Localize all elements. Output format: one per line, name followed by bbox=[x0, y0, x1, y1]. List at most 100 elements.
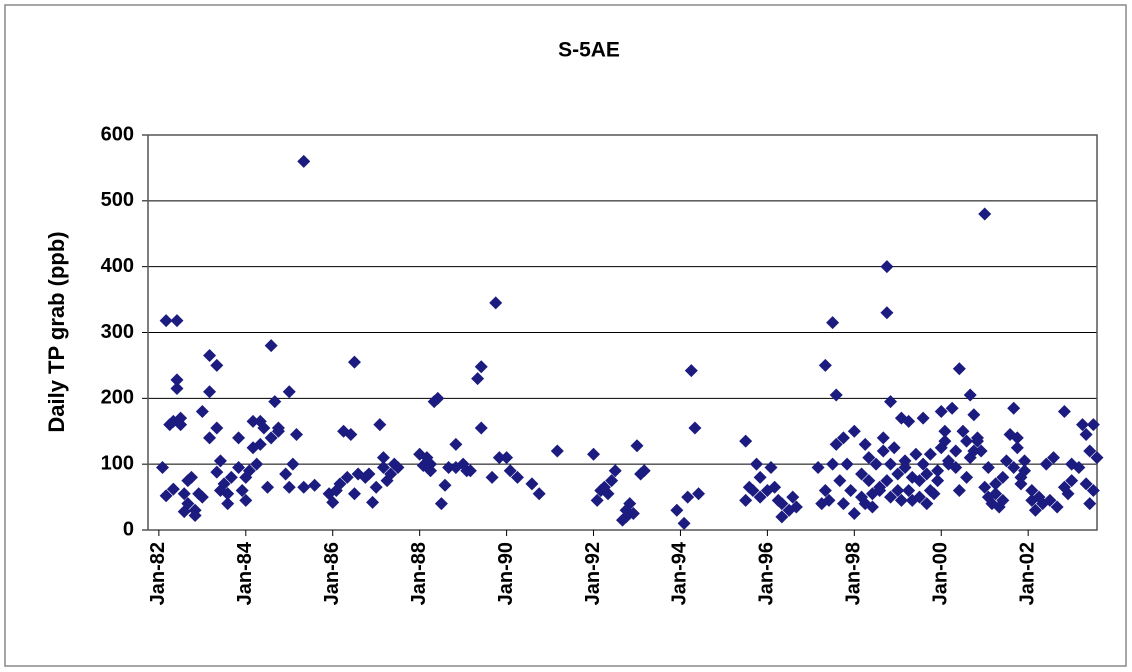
scatter-point bbox=[1007, 460, 1021, 474]
scatter-point bbox=[210, 465, 224, 479]
scatter-point bbox=[213, 454, 227, 468]
scatter-point bbox=[235, 484, 249, 497]
scatter-point bbox=[250, 457, 264, 471]
x-tick-label: Jan-00 bbox=[930, 542, 952, 605]
scatter-point bbox=[261, 480, 275, 494]
scatter-point bbox=[931, 474, 945, 488]
scatter-point bbox=[829, 437, 843, 451]
scatter-point bbox=[195, 490, 209, 504]
scatter-point bbox=[1028, 503, 1042, 517]
scatter-point bbox=[177, 487, 191, 501]
scatter-point bbox=[786, 490, 800, 504]
scatter-point bbox=[876, 444, 890, 458]
scatter-point bbox=[242, 464, 256, 478]
scatter-point bbox=[884, 395, 898, 409]
scatter-point bbox=[1076, 418, 1090, 432]
scatter-point bbox=[822, 493, 836, 507]
scatter-point bbox=[913, 490, 927, 504]
y-axis-label: Daily TP grab (ppb) bbox=[44, 231, 69, 432]
scatter-point bbox=[967, 444, 981, 458]
scatter-point bbox=[1083, 444, 1097, 458]
scatter-point bbox=[340, 470, 354, 484]
x-tick-label: Jan-94 bbox=[669, 541, 691, 605]
scatter-point bbox=[847, 424, 861, 438]
scatter-point bbox=[974, 444, 988, 458]
y-tick-label: 600 bbox=[101, 123, 134, 145]
scatter-point bbox=[873, 480, 887, 494]
scatter-point bbox=[746, 484, 760, 497]
scatter-point bbox=[500, 451, 514, 465]
scatter-point bbox=[232, 460, 246, 474]
scatter-point bbox=[960, 470, 974, 484]
scatter-point bbox=[865, 500, 879, 514]
x-tick-label: Jan-02 bbox=[1016, 542, 1038, 605]
scatter-point bbox=[898, 460, 912, 474]
scatter-point bbox=[264, 431, 278, 445]
scatter-point bbox=[1086, 418, 1100, 432]
scatter-point bbox=[630, 439, 644, 453]
scatter-point bbox=[232, 431, 246, 445]
x-tick-label: Jan-84 bbox=[234, 541, 256, 605]
scatter-point bbox=[1010, 431, 1024, 445]
scatter-point bbox=[188, 509, 202, 523]
scatter-point bbox=[510, 470, 524, 484]
scatter-point bbox=[688, 421, 702, 435]
scatter-point bbox=[1057, 405, 1071, 418]
scatter-point bbox=[424, 457, 438, 471]
plot-area bbox=[147, 134, 1098, 531]
scatter-point bbox=[438, 478, 452, 492]
scatter-point bbox=[195, 405, 209, 418]
x-tick-label: Jan-92 bbox=[582, 542, 604, 605]
scatter-point bbox=[279, 467, 293, 481]
scatter-point bbox=[366, 495, 380, 509]
scatter-point bbox=[286, 457, 300, 471]
scatter-point bbox=[376, 451, 390, 465]
scatter-point bbox=[862, 451, 876, 465]
scatter-point bbox=[449, 437, 463, 451]
scatter-point bbox=[931, 464, 945, 478]
scatter-point bbox=[996, 470, 1010, 484]
scatter-point bbox=[952, 362, 966, 376]
scatter-point bbox=[489, 296, 503, 310]
scatter-point bbox=[978, 480, 992, 494]
x-tick-label: Jan-96 bbox=[756, 542, 778, 605]
scatter-point bbox=[391, 460, 405, 474]
y-tick-label: 100 bbox=[101, 452, 134, 474]
scatter-point bbox=[203, 385, 217, 399]
scatter-point bbox=[898, 454, 912, 468]
scatter-point bbox=[952, 484, 966, 497]
scatter-point bbox=[938, 434, 952, 448]
scatter-point bbox=[474, 360, 488, 374]
scatter-point bbox=[1047, 451, 1061, 465]
scatter-point bbox=[210, 358, 224, 372]
scatter-point bbox=[626, 507, 640, 521]
scatter-point bbox=[847, 507, 861, 521]
scatter-point bbox=[159, 314, 173, 328]
scatter-point bbox=[471, 372, 485, 386]
scatter-point bbox=[681, 490, 695, 504]
scatter-point bbox=[949, 460, 963, 474]
scatter-point bbox=[829, 388, 843, 402]
scatter-point bbox=[884, 457, 898, 471]
scatter-point bbox=[369, 480, 383, 494]
scatter-point bbox=[203, 349, 217, 363]
scatter-point bbox=[949, 444, 963, 458]
scatter-point bbox=[789, 500, 803, 514]
scatter-point bbox=[999, 454, 1013, 468]
scatter-point bbox=[869, 457, 883, 471]
x-tick-label: Jan-82 bbox=[147, 542, 169, 605]
scatter-point bbox=[855, 467, 869, 481]
scatter-point bbox=[601, 487, 615, 501]
scatter-point bbox=[170, 314, 184, 328]
scatter-point bbox=[1090, 451, 1104, 465]
scatter-point bbox=[174, 418, 188, 432]
scatter-point bbox=[184, 470, 198, 484]
scatter-point bbox=[818, 484, 832, 497]
scatter-point bbox=[768, 480, 782, 494]
scatter-point bbox=[608, 464, 622, 478]
x-tick-label: Jan-98 bbox=[843, 542, 865, 605]
scatter-point bbox=[909, 447, 923, 461]
scatter-point bbox=[326, 495, 340, 509]
scatter-point bbox=[210, 421, 224, 435]
scatter-point bbox=[297, 480, 311, 494]
